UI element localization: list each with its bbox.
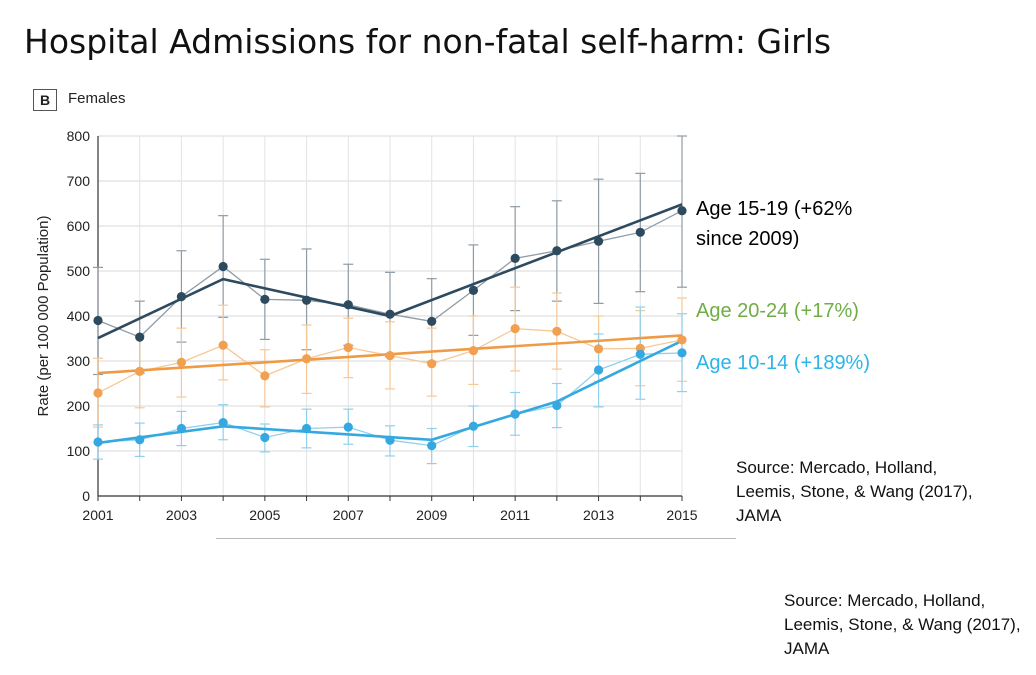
bottom-divider <box>216 538 736 539</box>
data-point <box>427 441 437 451</box>
data-point <box>343 422 353 432</box>
data-point <box>218 418 228 428</box>
x-tick-label: 2009 <box>416 507 447 523</box>
source-note-1: Source: Mercado, Holland, Leemis, Stone,… <box>736 458 973 525</box>
data-point <box>593 344 604 354</box>
x-tick-label: 2003 <box>166 507 197 523</box>
data-point <box>552 326 562 336</box>
y-tick-label: 100 <box>67 443 91 459</box>
data-point <box>343 342 353 353</box>
label-age-10-14: Age 10-14 (+189%) <box>696 352 871 374</box>
data-point <box>93 437 103 447</box>
data-point <box>260 371 270 381</box>
label-age-15-19-line2: since 2009) <box>696 228 800 250</box>
y-tick-label: 200 <box>67 398 91 414</box>
data-point <box>552 400 562 411</box>
data-point <box>385 309 395 319</box>
data-point <box>176 357 187 367</box>
data-point <box>510 409 520 419</box>
data-point <box>301 354 312 364</box>
data-point <box>510 324 520 334</box>
label-age-15-19: Age 15-19 (+62% since 2009) <box>696 194 852 254</box>
x-tick-label: 2007 <box>333 507 364 523</box>
source-note-2: Source: Mercado, Holland, Leemis, Stone,… <box>784 591 1021 658</box>
data-point <box>218 340 228 350</box>
x-tick-label: 2015 <box>666 507 697 523</box>
label-age-15-19-line1: Age 15-19 (+62% <box>696 198 853 220</box>
y-tick-label: 600 <box>67 218 91 234</box>
x-tick-label: 2011 <box>500 507 530 523</box>
chart-ticks: 0 100 200 300 400 500 600 700 800 2001 2003 2005 200… <box>67 128 698 523</box>
data-point <box>260 432 270 443</box>
panel-badge: B <box>33 89 57 111</box>
data-point <box>635 227 645 237</box>
slide-title: Hospital Admissions for non-fatal self-h… <box>24 22 832 61</box>
data-point <box>593 236 604 246</box>
data-point <box>301 423 312 434</box>
data-point <box>135 366 145 376</box>
data-point <box>510 253 520 263</box>
data-points <box>93 206 687 451</box>
data-point <box>635 349 645 359</box>
data-point <box>677 348 687 358</box>
y-tick-label: 400 <box>67 308 91 324</box>
data-point <box>468 346 479 356</box>
data-point <box>677 335 687 345</box>
x-tick-label: 2005 <box>249 507 280 523</box>
data-point <box>385 351 395 361</box>
data-point <box>135 435 145 445</box>
x-tick-label: 2001 <box>82 507 113 523</box>
x-tick-label: 2013 <box>583 507 614 523</box>
label-age-20-24: Age 20-24 (+17%) <box>696 300 859 322</box>
data-point <box>93 315 103 326</box>
y-tick-label: 700 <box>67 173 91 189</box>
data-point <box>176 423 187 434</box>
data-point <box>218 261 228 272</box>
data-point <box>385 435 395 445</box>
panel-label: Females <box>68 90 126 107</box>
data-point <box>677 206 687 216</box>
data-point <box>468 285 479 295</box>
y-tick-label: 800 <box>67 128 91 144</box>
y-tick-label: 300 <box>67 353 91 369</box>
data-point <box>135 332 145 342</box>
data-point <box>468 421 479 431</box>
data-point <box>93 388 103 398</box>
data-point <box>427 316 437 326</box>
data-point <box>260 294 270 304</box>
data-point <box>427 359 437 369</box>
data-point <box>176 292 187 302</box>
y-axis-label: Rate (per 100 000 Population) <box>35 216 52 417</box>
data-point <box>301 295 312 305</box>
y-tick-label: 500 <box>67 263 91 279</box>
data-point <box>343 300 353 310</box>
data-point <box>552 246 562 256</box>
data-point <box>593 365 604 375</box>
y-tick-label: 0 <box>82 488 90 504</box>
